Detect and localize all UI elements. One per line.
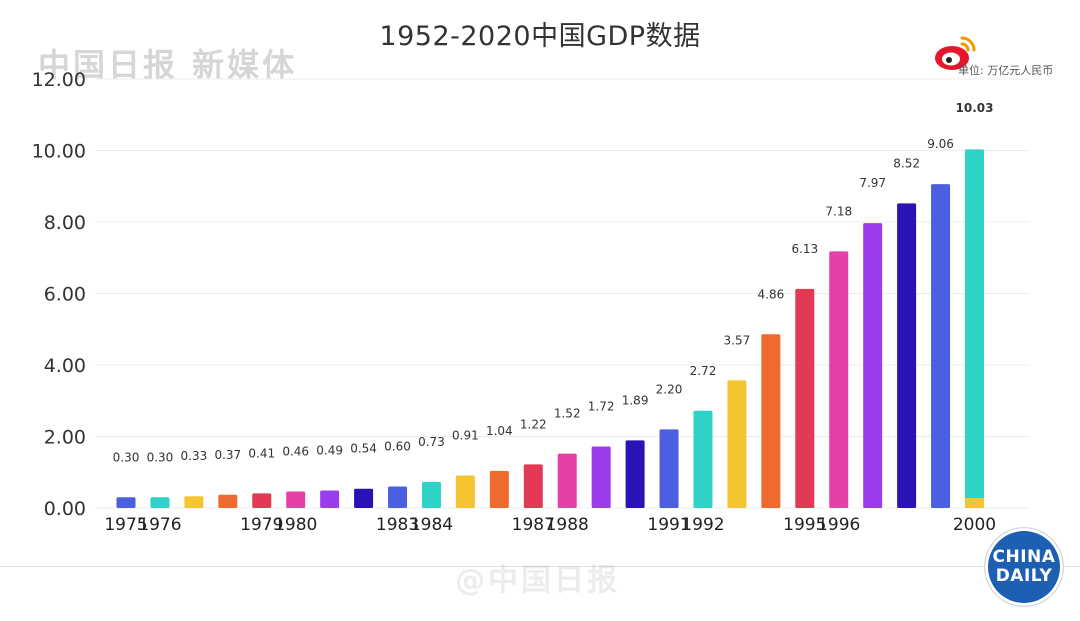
data-label-1975: 0.30 xyxy=(113,450,140,464)
data-label-1991: 2.20 xyxy=(656,382,683,396)
data-label-1995: 6.13 xyxy=(791,242,818,256)
data-label-1980: 0.46 xyxy=(282,445,309,459)
x-tick-label-2000: 2000 xyxy=(953,515,996,535)
data-label-1976: 0.30 xyxy=(147,450,174,464)
bar-1978 xyxy=(218,494,238,508)
bar-1992 xyxy=(693,410,713,508)
x-tick-label-1983: 1983 xyxy=(376,515,419,535)
y-tick-label: 8.00 xyxy=(44,212,86,234)
data-label-1997: 7.97 xyxy=(859,176,886,190)
x-tick-label-1995: 1995 xyxy=(783,515,826,535)
bar-1996 xyxy=(829,251,849,508)
data-label-1990: 1.89 xyxy=(622,393,649,407)
bar-1999 xyxy=(931,184,951,509)
x-tick-label-1988: 1988 xyxy=(546,515,589,535)
bar-1982 xyxy=(354,488,374,508)
bar-1998 xyxy=(897,203,917,508)
x-tick-label-1984: 1984 xyxy=(410,515,453,535)
data-label-1986: 1.04 xyxy=(486,424,513,438)
data-label-1977: 0.33 xyxy=(181,449,208,463)
y-tick-label: 12.00 xyxy=(32,69,86,91)
data-label-1983: 0.60 xyxy=(384,440,411,454)
y-tick-label: 6.00 xyxy=(44,284,86,306)
x-tick-label-1992: 1992 xyxy=(681,515,724,535)
x-tick-label-1991: 1991 xyxy=(647,515,690,535)
x-tick-label-1980: 1980 xyxy=(274,515,317,535)
x-tick-label-1996: 1996 xyxy=(817,515,860,535)
x-tick-label-1976: 1976 xyxy=(138,515,181,535)
data-label-1998: 8.52 xyxy=(893,156,920,170)
watermark-top-left: 中国日报 新媒体 xyxy=(38,46,298,84)
watermark-bottom: @中国日报 xyxy=(455,563,620,598)
data-label-1992: 2.72 xyxy=(690,364,717,378)
bar-1979 xyxy=(252,493,272,508)
label-layer: 0.00 2.00 4.00 6.00 8.00 10.00 12.00 0.30 1975 0.… xyxy=(32,69,997,535)
bottom-divider xyxy=(0,566,1080,567)
bar-1987 xyxy=(523,464,543,508)
emerging-bar xyxy=(965,498,984,508)
y-tick-label: 2.00 xyxy=(44,427,86,449)
data-label-1981: 0.49 xyxy=(316,443,343,457)
x-tick-label-1975: 1975 xyxy=(104,515,147,535)
bar-1997 xyxy=(863,223,883,508)
bar-1981 xyxy=(320,490,340,508)
bar-1975 xyxy=(116,497,136,508)
data-label-1979: 0.41 xyxy=(248,446,275,460)
chart-title: 1952-2020中国GDP数据 xyxy=(379,21,701,52)
y-tick-label: 4.00 xyxy=(44,355,86,377)
bar-1989 xyxy=(591,446,611,508)
bar-1986 xyxy=(489,470,509,508)
bar-1990 xyxy=(625,440,645,508)
grid-layer xyxy=(95,78,1030,509)
data-label-1996: 7.18 xyxy=(825,204,852,218)
data-label-1978: 0.37 xyxy=(214,448,241,462)
bar-1984 xyxy=(421,481,441,508)
bar-layer xyxy=(116,149,984,509)
data-label-1988: 1.52 xyxy=(554,407,581,421)
data-label-1993: 3.57 xyxy=(724,333,751,347)
data-label-1994: 4.86 xyxy=(758,287,785,301)
y-tick-label: 10.00 xyxy=(32,141,86,163)
bar-1994 xyxy=(761,334,781,508)
china-daily-line1: CHINA xyxy=(992,547,1056,567)
x-tick-label-1987: 1987 xyxy=(512,515,555,535)
data-label-2000: 10.03 xyxy=(956,101,994,115)
china-daily-logo: CHINA DAILY xyxy=(985,528,1063,606)
data-label-1984: 0.73 xyxy=(418,435,445,449)
data-label-1982: 0.54 xyxy=(350,442,377,456)
bar-1988 xyxy=(557,453,577,508)
bar-1991 xyxy=(659,429,679,508)
bar-1976 xyxy=(150,497,170,508)
bar-1993 xyxy=(727,380,747,508)
bar-1983 xyxy=(388,486,408,508)
weibo-logo-icon xyxy=(932,30,980,74)
bar-1980 xyxy=(286,491,306,508)
bar-1995 xyxy=(795,288,815,508)
data-label-1989: 1.72 xyxy=(588,400,615,414)
china-daily-line2: DAILY xyxy=(995,566,1053,586)
data-label-1985: 0.91 xyxy=(452,428,479,442)
bar-2000 xyxy=(965,149,984,509)
x-tick-label-1979: 1979 xyxy=(240,515,283,535)
unit-note: 单位: 万亿元人民币 xyxy=(958,64,1054,77)
bar-1985 xyxy=(455,475,475,508)
data-label-1999: 9.06 xyxy=(927,137,954,151)
data-label-1987: 1.22 xyxy=(520,417,547,431)
bar-1977 xyxy=(184,496,204,508)
y-tick-label: 0.00 xyxy=(44,498,86,520)
